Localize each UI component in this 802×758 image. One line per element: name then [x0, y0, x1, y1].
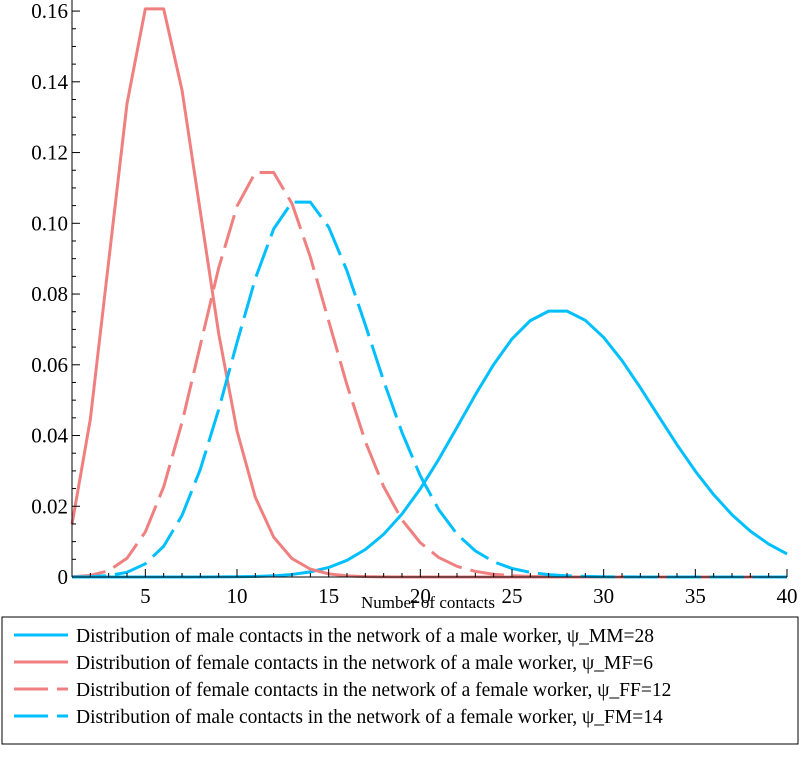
y-tick-label: 0	[58, 565, 69, 589]
legend-box	[1, 616, 799, 745]
y-tick-label: 0.08	[31, 282, 68, 306]
legend-label-3: Distribution of female contacts in the n…	[76, 680, 671, 701]
x-axis-label: Number of contacts	[361, 593, 495, 612]
x-tick-label: 20	[410, 584, 431, 608]
plot-area: 5 10 15 20 25 30 35 40 0 0.02 0.04 0.06 0.08 0.10 0.12…	[31, 0, 798, 608]
y-tick-label: 0.04	[31, 424, 68, 448]
legend-label-1: Distribution of male contacts in the net…	[76, 626, 654, 647]
x-tick-label: 10	[227, 584, 248, 608]
x-tick-label: 35	[685, 584, 706, 608]
series-line-4	[71, 200, 787, 579]
legend-label-4: Distribution of male contacts in the net…	[76, 707, 663, 728]
x-tick-label: 15	[318, 584, 339, 608]
series-layer	[70, 7, 788, 579]
y-tick-label: 0.12	[31, 141, 68, 165]
axes: 5 10 15 20 25 30 35 40 0 0.02 0.04 0.06 0.08 0.10 0.12…	[31, 0, 798, 608]
x-tick-label: 40	[777, 584, 798, 608]
series-line-1	[72, 309, 788, 579]
y-tick-label: 0.14	[31, 70, 68, 94]
legend-label-2: Distribution of female contacts in the n…	[76, 653, 653, 674]
y-tick-label: 0.10	[31, 211, 68, 235]
y-tick-label: 0.02	[31, 494, 68, 518]
series-line-3	[71, 170, 787, 579]
x-tick-label: 5	[140, 584, 151, 608]
x-tick-label: 25	[502, 584, 523, 608]
y-tick-label: 0.06	[31, 353, 68, 377]
x-tick-label: 30	[593, 584, 614, 608]
y-tick-label: 0.16	[31, 0, 68, 23]
legend: Distribution of male contacts in the net…	[1, 616, 799, 745]
